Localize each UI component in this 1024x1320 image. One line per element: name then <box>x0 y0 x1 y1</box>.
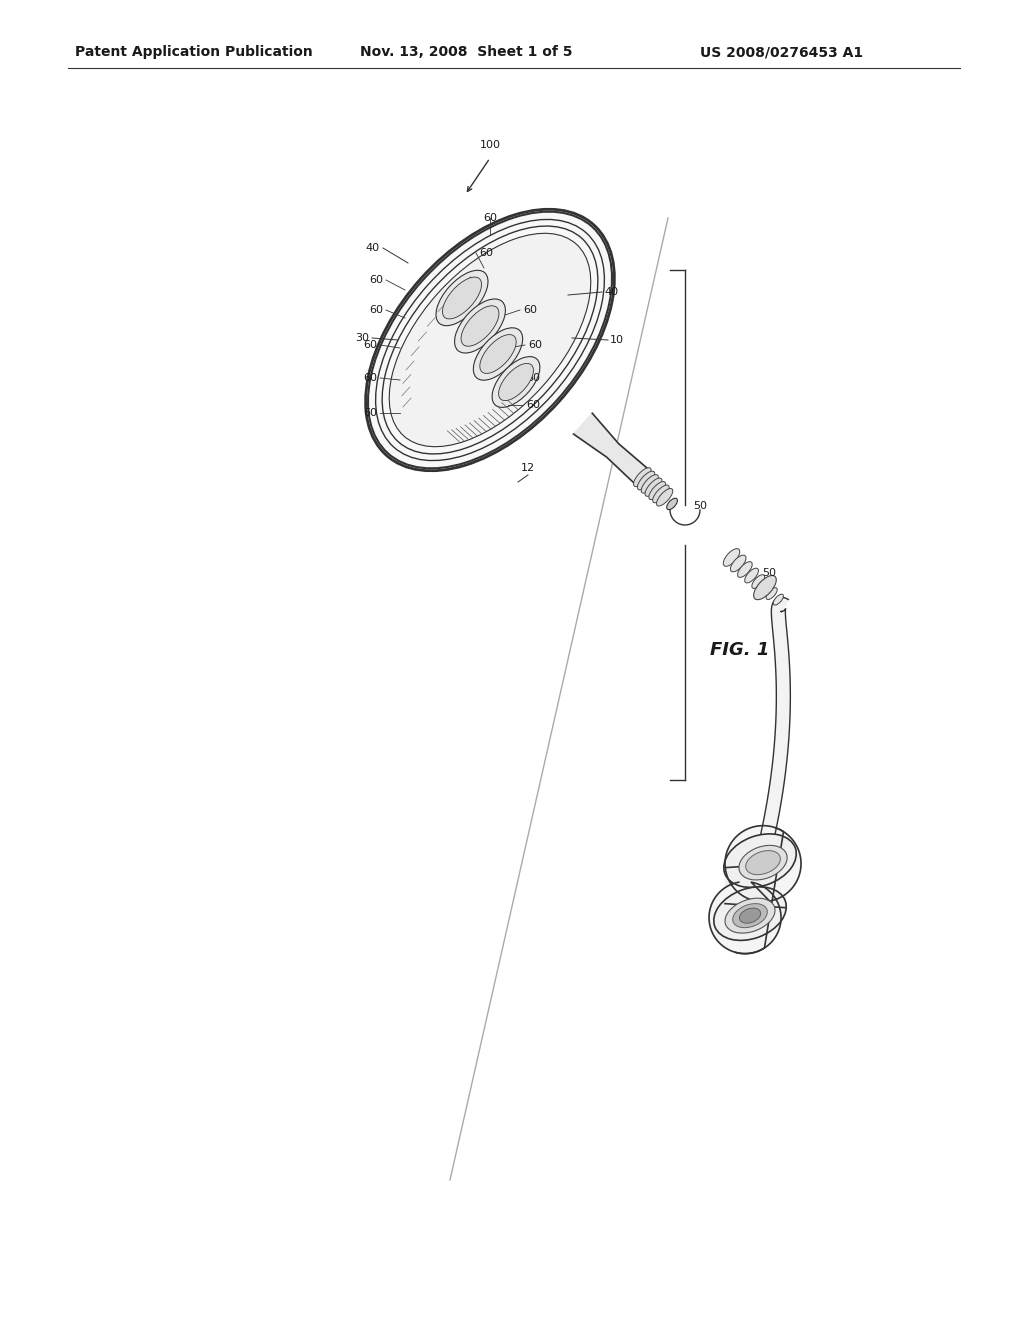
Ellipse shape <box>493 356 540 408</box>
Ellipse shape <box>637 471 654 490</box>
Ellipse shape <box>667 498 678 510</box>
Text: Patent Application Publication: Patent Application Publication <box>75 45 312 59</box>
Text: 12: 12 <box>521 463 536 473</box>
Ellipse shape <box>739 908 761 923</box>
Ellipse shape <box>389 234 591 446</box>
Ellipse shape <box>641 475 658 494</box>
Ellipse shape <box>634 467 651 487</box>
Ellipse shape <box>455 298 506 352</box>
Text: 60: 60 <box>526 374 540 383</box>
Ellipse shape <box>759 581 771 594</box>
Ellipse shape <box>645 478 662 496</box>
Ellipse shape <box>737 561 753 577</box>
Text: 60: 60 <box>369 305 383 315</box>
Text: 60: 60 <box>362 341 377 350</box>
Ellipse shape <box>733 904 767 928</box>
Text: US 2008/0276453 A1: US 2008/0276453 A1 <box>700 45 863 59</box>
Ellipse shape <box>473 327 522 380</box>
Ellipse shape <box>461 306 499 346</box>
Text: 60: 60 <box>479 248 493 257</box>
Ellipse shape <box>366 210 614 471</box>
Ellipse shape <box>649 482 666 499</box>
Ellipse shape <box>744 568 759 583</box>
Text: FIG. 1: FIG. 1 <box>711 642 770 659</box>
Text: 50: 50 <box>763 569 776 578</box>
Text: 60: 60 <box>526 400 540 411</box>
Text: 100: 100 <box>479 140 501 150</box>
Ellipse shape <box>730 556 746 572</box>
Ellipse shape <box>752 574 765 589</box>
Text: 60: 60 <box>523 305 537 315</box>
Ellipse shape <box>723 549 739 566</box>
Ellipse shape <box>745 850 780 875</box>
Ellipse shape <box>436 271 488 326</box>
Ellipse shape <box>724 834 797 887</box>
Polygon shape <box>573 413 649 484</box>
Ellipse shape <box>480 334 516 374</box>
Polygon shape <box>709 826 801 953</box>
Text: 60: 60 <box>369 275 383 285</box>
Text: Nov. 13, 2008  Sheet 1 of 5: Nov. 13, 2008 Sheet 1 of 5 <box>360 45 572 59</box>
Ellipse shape <box>499 363 534 400</box>
Ellipse shape <box>714 887 786 940</box>
Text: 50: 50 <box>693 500 708 511</box>
Polygon shape <box>725 867 785 904</box>
Ellipse shape <box>739 845 787 880</box>
Text: 60: 60 <box>483 213 497 223</box>
Ellipse shape <box>766 587 777 599</box>
Text: 60: 60 <box>362 374 377 383</box>
Text: 60: 60 <box>528 341 542 350</box>
Ellipse shape <box>656 488 673 506</box>
Ellipse shape <box>725 898 775 933</box>
Ellipse shape <box>754 576 776 599</box>
Text: 30: 30 <box>355 333 369 343</box>
Text: 40: 40 <box>366 243 380 253</box>
Ellipse shape <box>773 594 783 605</box>
Ellipse shape <box>442 277 481 319</box>
Ellipse shape <box>652 484 669 503</box>
Polygon shape <box>749 598 791 887</box>
Text: 60: 60 <box>362 408 377 418</box>
Text: 10: 10 <box>610 335 624 345</box>
Text: 40: 40 <box>604 286 618 297</box>
